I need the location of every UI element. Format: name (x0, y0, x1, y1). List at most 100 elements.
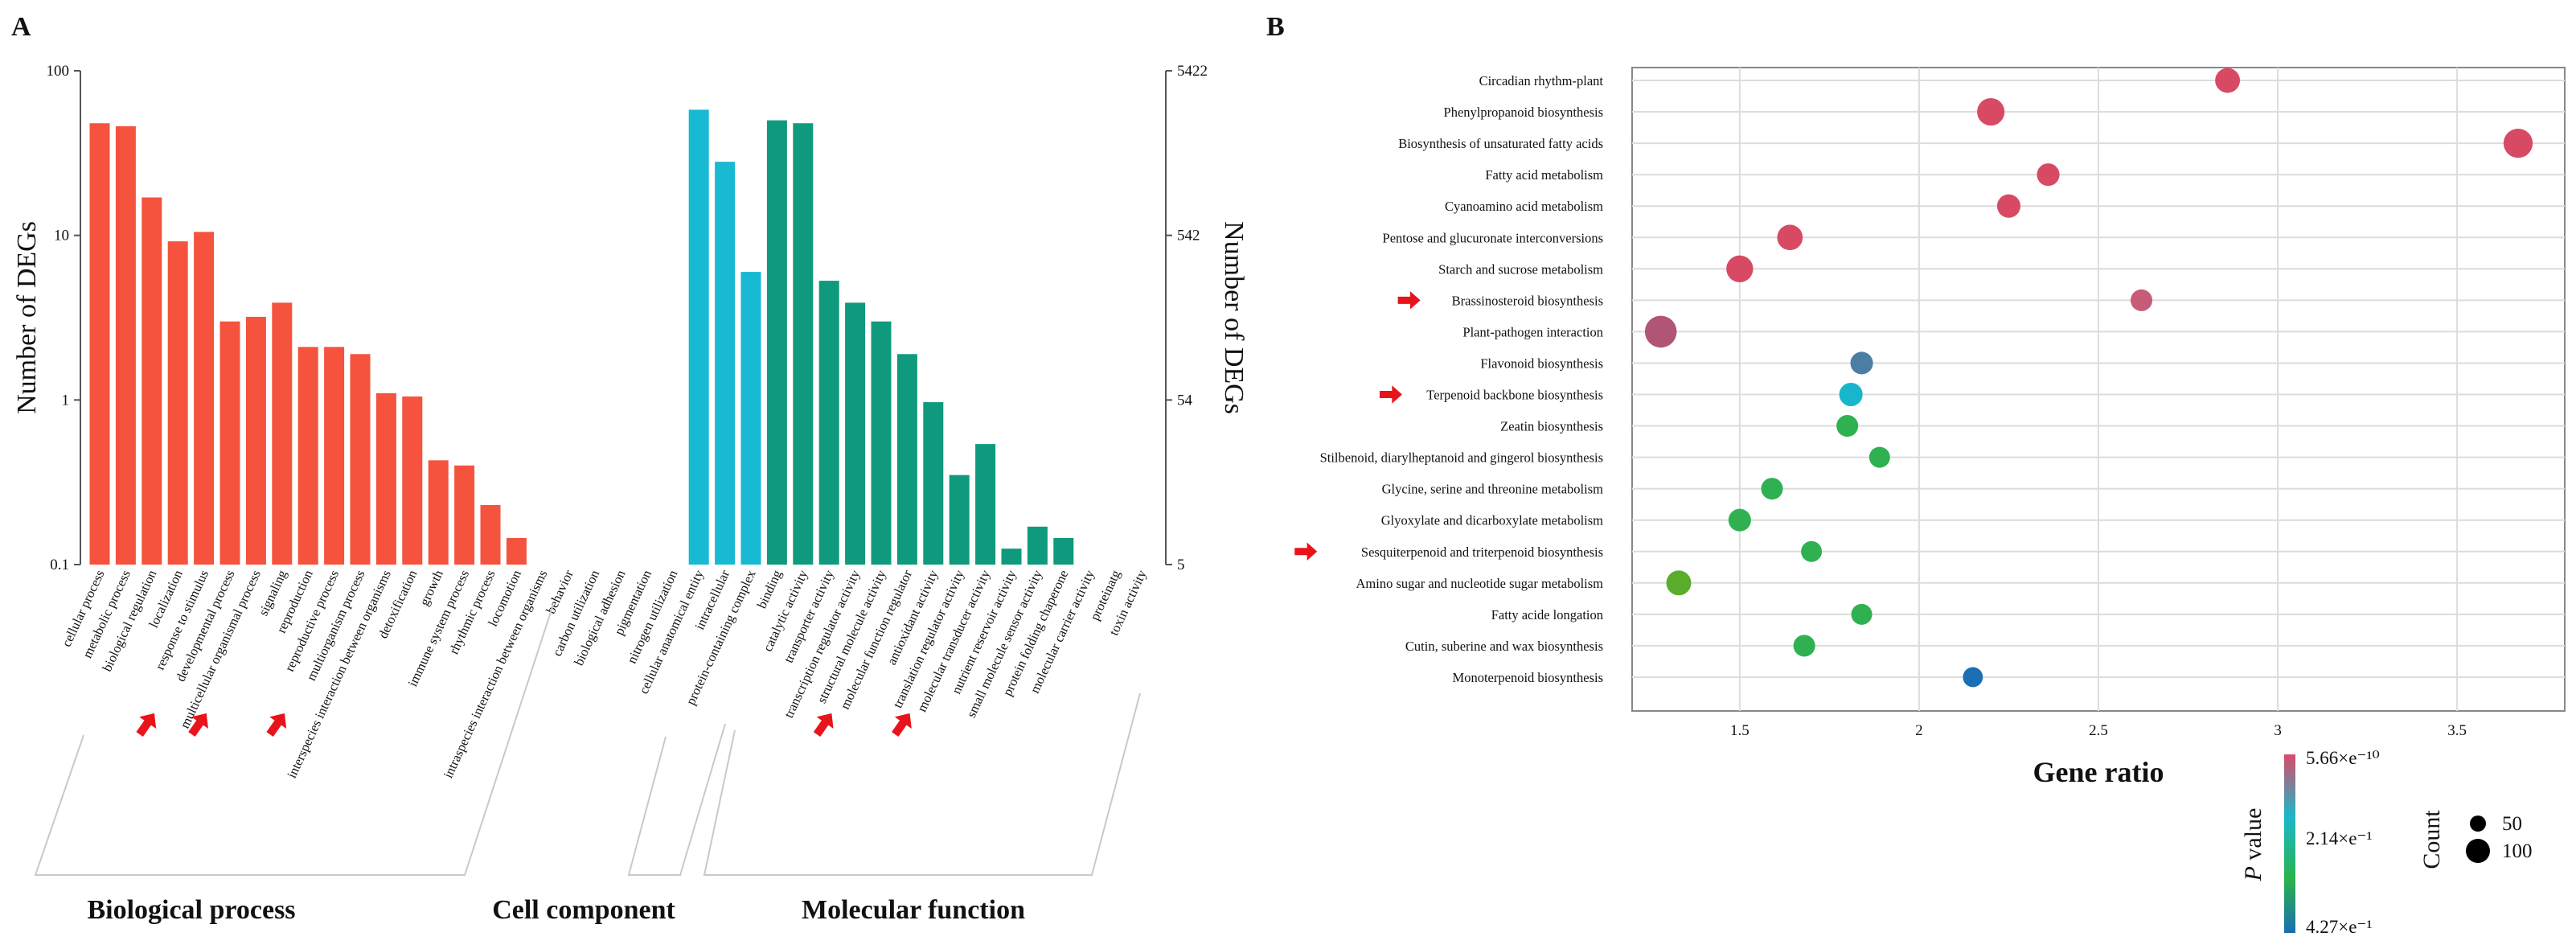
bar-reproductive-process (324, 347, 345, 565)
pathway-label-circadian-rhythm-plant: Circadian rhythm-plant (1479, 73, 1604, 88)
pathway-label-amino-sugar-and-nucleotide-sugar-metabolism: Amino sugar and nucleotide sugar metabol… (1356, 576, 1604, 591)
point-amino-sugar-and-nucleotide-sugar-metabolism (1666, 570, 1692, 596)
pathway-label-cyanoamino-acid-metabolism: Cyanoamino acid metabolism (1445, 199, 1603, 214)
left-y-tick-label: 10 (54, 228, 69, 244)
bar-reproduction (297, 347, 318, 565)
pathway-label-brassinosteroid-biosynthesis: Brassinosteroid biosynthesis (1452, 293, 1603, 308)
x-tick-label: 2 (1915, 722, 1923, 739)
arrow-marker-biological-regulation (136, 713, 157, 738)
bar-response-to-stimulus (194, 232, 215, 565)
bar-structural-molecule-activity (871, 321, 892, 565)
size-legend-dot-large (2466, 839, 2490, 863)
group-label-cell-component: Cell component (492, 895, 675, 925)
bar-transporter-activity (818, 281, 839, 565)
left-y-tick-labels: 100 10 1 0.1 (47, 63, 80, 573)
bar-metabolic-process (115, 126, 136, 565)
pathway-label-biosynthesis-of-unsaturated-fatty-acids: Biosynthesis of unsaturated fatty acids (1398, 136, 1603, 151)
size-legend-label-small: 50 (2502, 813, 2522, 835)
pathway-label-glycine-serine-and-threonine-metabolism: Glycine, serine and threonine metabolism (1382, 482, 1604, 497)
bar-developmental-process (219, 321, 240, 565)
pathway-label-fatty-acide-longation: Fatty acide longation (1491, 607, 1603, 622)
panel-a-axes (80, 71, 1167, 565)
point-glycine-serine-and-threonine-metabolism (1761, 478, 1783, 500)
size-legend: Count 50 100 (2418, 810, 2533, 869)
grid-lines (1632, 68, 2565, 711)
left-y-tick-label: 0.1 (50, 557, 69, 573)
point-terpenoid-backbone-biosynthesis (1839, 382, 1863, 407)
x-tick-label: 1.5 (1730, 722, 1749, 739)
pathway-label-zeatin-biosynthesis: Zeatin biosynthesis (1500, 419, 1603, 434)
pathway-label-glyoxylate-and-dicarboxylate-metabolism: Glyoxylate and dicarboxylate metabolism (1381, 513, 1603, 528)
size-legend-title: Count (2418, 810, 2445, 869)
color-legend: 5.66×e⁻¹⁰ 2.14×e⁻¹ 4.27×e⁻¹ P value (2240, 748, 2380, 937)
arrow-markers (136, 713, 912, 738)
bar-interspecies-interaction-between-organisms (375, 392, 396, 565)
bar-locomotion (506, 537, 527, 565)
point-zeatin-biosynthesis (1836, 415, 1859, 438)
x-tick-label: 2.5 (2089, 722, 2108, 739)
group-label-biological-process: Biological process (87, 895, 295, 925)
bar-protein-folding-chaperone (1053, 537, 1074, 565)
color-legend-title: P value (2240, 808, 2266, 882)
point-sesquiterpenoid-and-triterpenoid-biosynthesis (1801, 540, 1823, 562)
bar-nutrient-reservoir-activity (1001, 549, 1022, 565)
point-glyoxylate-and-dicarboxylate-metabolism (1728, 508, 1751, 532)
group-label-molecular-function: Molecular function (802, 895, 1025, 925)
point-fatty-acid-metabolism (2037, 163, 2060, 187)
color-gradient-bar (2284, 754, 2295, 933)
pathway-label-monoterpenoid-biosynthesis: Monoterpenoid biosynthesis (1453, 670, 1603, 685)
arrow-marker-response-to-stimulus (188, 713, 209, 738)
bar-small-molecule-sensor-activity (1027, 526, 1048, 565)
x-tick-label: 3.5 (2447, 722, 2467, 739)
left-y-tick-label: 1 (62, 392, 70, 409)
bar-translation-regulator-activity (949, 475, 970, 565)
point-brassinosteroid-biosynthesis (2131, 289, 2153, 311)
point-monoterpenoid-biosynthesis (1963, 667, 1983, 688)
size-legend-dot-small (2470, 816, 2486, 832)
arrow-marker-terpenoid-backbone-biosynthesis (1379, 385, 1402, 404)
pathway-label-starch-and-sucrose-metabolism: Starch and sucrose metabolism (1438, 261, 1603, 277)
bar-series (89, 109, 1074, 565)
x-tick-label: 3 (2274, 722, 2282, 739)
pathway-label-cutin-suberine-and-wax-biosynthesis: Cutin, suberine and wax biosynthesis (1405, 639, 1603, 654)
bar-binding (766, 120, 787, 565)
color-legend-title-italic: P (2240, 866, 2266, 881)
bar-intracellular (715, 162, 736, 565)
arrow-marker-signaling (266, 713, 287, 738)
bar-transcription-regulator-activity (845, 302, 866, 565)
point-series (1644, 68, 2533, 688)
pathway-label-sesquiterpenoid-and-triterpenoid-biosynthesis: Sesquiterpenoid and triterpenoid biosynt… (1361, 544, 1603, 560)
bar-signaling (272, 302, 293, 565)
bar-protein-containing-complex (740, 272, 761, 565)
panel-b-label: B (1266, 12, 1285, 42)
bracket-cell-component (627, 723, 726, 876)
pathway-label-phenylpropanoid-biosynthesis: Phenylpropanoid biosynthesis (1444, 105, 1603, 120)
point-cutin-suberine-and-wax-biosynthesis (1793, 635, 1815, 657)
pathway-label-pentose-and-glucuronate-interconversions: Pentose and glucuronate interconversions (1383, 230, 1603, 245)
bar-localization (167, 241, 188, 565)
bar-rhythmic-process (480, 504, 501, 565)
x-axis-label: Gene ratio (2033, 756, 2164, 788)
bar-multiorganism-process (350, 354, 371, 565)
bar-molecular-function-regulator (896, 354, 917, 565)
bar-immune-system-process (454, 465, 475, 565)
arrow-markers (1294, 291, 1421, 561)
pathway-label-plant-pathogen-interaction: Plant-pathogen interaction (1462, 324, 1603, 339)
point-starch-and-sucrose-metabolism (1726, 255, 1754, 282)
size-legend-label-large: 100 (2502, 840, 2533, 862)
pathway-label-terpenoid-backbone-biosynthesis: Terpenoid backbone biosynthesis (1426, 388, 1603, 403)
color-legend-title-rest: value (2240, 808, 2266, 866)
pathway-label-stilbenoid-diarylheptanoid-and-gingerol-biosynthesis: Stilbenoid, diarylheptanoid and gingerol… (1320, 450, 1603, 466)
pathway-labels: Circadian rhythm-plant Phenylpropanoid bi… (1320, 73, 1604, 685)
arrow-marker-brassinosteroid-biosynthesis (1397, 291, 1421, 310)
point-phenylpropanoid-biosynthesis (1977, 97, 2005, 126)
right-y-tick-label: 542 (1177, 228, 1200, 244)
arrow-marker-sesquiterpenoid-and-triterpenoid-biosynthesis (1294, 542, 1318, 561)
pathway-label-fatty-acid-metabolism: Fatty acid metabolism (1485, 167, 1603, 183)
bar-growth (428, 460, 449, 565)
point-biosynthesis-of-unsaturated-fatty-acids (2503, 128, 2533, 158)
group-brackets (34, 604, 1141, 876)
panel-a: A 100 10 1 0.1 5422 542 54 5 Number of DEGs Nu… (11, 12, 1249, 925)
